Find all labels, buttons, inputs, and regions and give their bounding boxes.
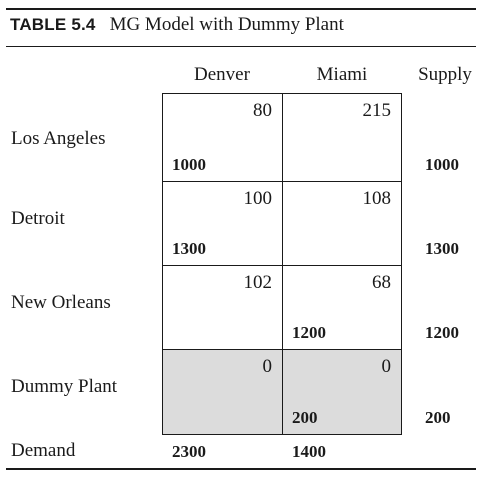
row-label-dummy-plant: Dummy Plant [11, 376, 118, 397]
table-caption: TABLE 5.4 MG Model with Dummy Plant [10, 14, 344, 36]
demand-denver: 2300 [172, 442, 206, 461]
cell-los-angeles-denver: 80 1000 [162, 93, 283, 182]
allocation-value: 200 [292, 408, 318, 427]
column-header-miami: Miami [316, 64, 368, 85]
cost-value: 0 [262, 356, 273, 377]
cell-new-orleans-denver: 102 [162, 265, 283, 350]
cost-value: 0 [381, 356, 392, 377]
top-rule [6, 8, 476, 10]
cell-detroit-denver: 100 1300 [162, 181, 283, 266]
cost-value: 102 [243, 272, 273, 293]
cost-value: 215 [362, 100, 392, 121]
row-label-los-angeles: Los Angeles [11, 128, 106, 149]
cell-los-angeles-miami: 215 [282, 93, 402, 182]
cell-dummy-plant-miami: 0 200 [282, 349, 402, 435]
column-header-supply: Supply [418, 64, 472, 85]
cost-value: 80 [253, 100, 272, 121]
cell-new-orleans-miami: 68 1200 [282, 265, 402, 350]
allocation-value: 1000 [172, 155, 206, 174]
bottom-rule [6, 468, 476, 470]
cost-value: 68 [372, 272, 391, 293]
title-rule [6, 46, 476, 47]
demand-miami: 1400 [292, 442, 326, 461]
cell-detroit-miami: 108 [282, 181, 402, 266]
cell-dummy-plant-denver: 0 [162, 349, 283, 435]
supply-los-angeles: 1000 [425, 155, 459, 174]
table-label: TABLE 5.4 [10, 15, 96, 34]
supply-new-orleans: 1200 [425, 323, 459, 342]
demand-label: Demand [11, 440, 76, 461]
table-title: MG Model with Dummy Plant [109, 14, 344, 35]
cost-value: 108 [362, 188, 392, 209]
row-label-new-orleans: New Orleans [11, 292, 111, 313]
supply-dummy-plant: 200 [425, 408, 451, 427]
column-header-denver: Denver [194, 64, 250, 85]
allocation-value: 1300 [172, 239, 206, 258]
row-label-detroit: Detroit [11, 208, 65, 229]
supply-detroit: 1300 [425, 239, 459, 258]
cost-value: 100 [243, 188, 273, 209]
allocation-value: 1200 [292, 323, 326, 342]
